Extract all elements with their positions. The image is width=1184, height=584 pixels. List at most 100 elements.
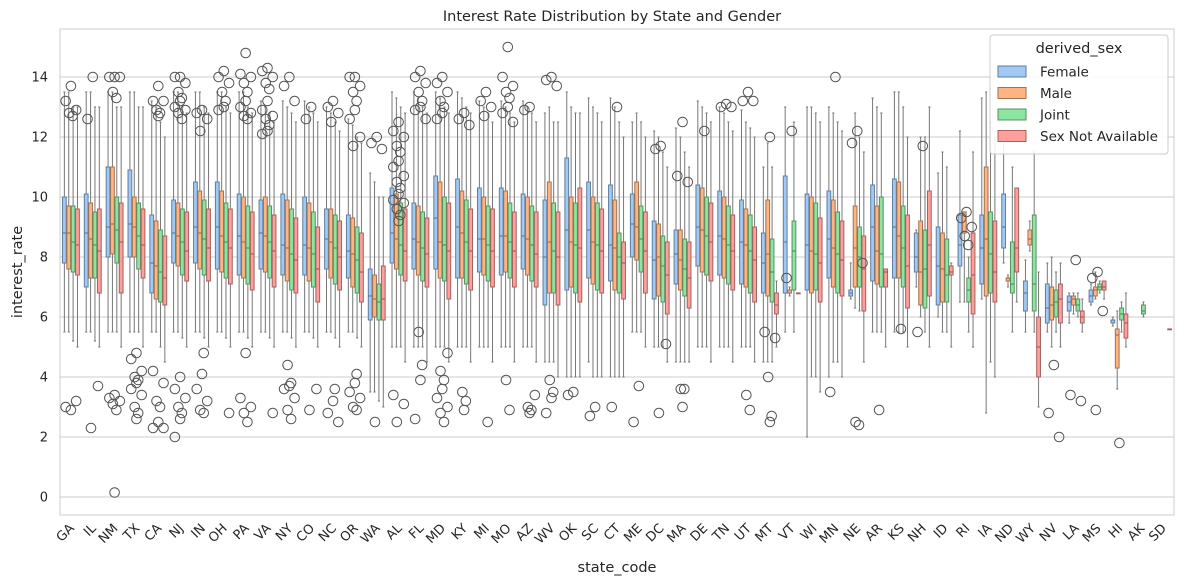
- outlier-ca-9: [154, 401, 166, 413]
- box-female-nj: [171, 199, 176, 264]
- outlier-fl-2: [420, 77, 431, 89]
- box-female-az: [520, 193, 526, 270]
- outlier-pa-14: [242, 416, 253, 428]
- outlier-wv-4: [547, 386, 559, 398]
- x-tick-label-nj: NJ: [167, 521, 187, 541]
- outlier-nj-12: [180, 392, 191, 404]
- outlier-nj-10: [174, 371, 186, 383]
- x-tick-label-ms: MS: [1080, 521, 1104, 545]
- outlier-fl-5: [415, 101, 426, 113]
- outlier-wa-1: [366, 137, 377, 149]
- outlier-nj-2: [180, 77, 191, 89]
- y-axis-label: interest_rate: [10, 226, 26, 318]
- box-joint-wv: [551, 202, 557, 294]
- outlier-pa-3: [238, 77, 250, 89]
- box-sex-not-available-co: [315, 226, 321, 303]
- outlier-nj-8: [173, 107, 184, 119]
- outlier-al-0: [393, 116, 404, 128]
- outlier-pa-5: [240, 95, 251, 107]
- outlier-ga-3: [63, 107, 75, 119]
- x-tick-label-hi: HI: [1106, 521, 1126, 541]
- x-tick-label-ct: CT: [601, 521, 624, 544]
- x-tick-label-nh: NH: [905, 521, 929, 545]
- outlier-wv-3: [544, 374, 556, 386]
- outlier-nj-5: [174, 95, 186, 107]
- outlier-dc-3: [653, 407, 665, 419]
- box-sex-not-available-az: [533, 211, 539, 288]
- box-female-wy: [1023, 280, 1028, 312]
- x-tick-label-ne: NE: [841, 521, 864, 544]
- outlier-wv-0: [546, 71, 557, 83]
- box-joint-ct: [616, 232, 622, 294]
- outlier-mo-0: [502, 41, 514, 53]
- outlier-mo-6: [497, 107, 508, 119]
- outlier-nm-4: [111, 92, 122, 104]
- outlier-oh-4: [220, 95, 231, 107]
- box-sex-not-available-ia: [992, 220, 998, 303]
- outlier-ma-5: [677, 401, 688, 413]
- box-sex-not-available-oh: [227, 208, 233, 285]
- box-sex-not-available-in: [206, 208, 211, 282]
- outlier-ri-2: [966, 221, 978, 233]
- box-sex-not-available-ri: [970, 232, 976, 315]
- outlier-pa-8: [238, 110, 250, 122]
- outlier-fl-7: [420, 113, 431, 125]
- outlier-md-14: [438, 416, 450, 428]
- outlier-ny-2: [289, 95, 300, 107]
- outlier-wa-3: [369, 416, 381, 428]
- outlier-nc-6: [322, 407, 334, 419]
- x-tick-label-nm: NM: [96, 521, 121, 546]
- legend-label-male: Male: [1040, 86, 1072, 102]
- outlier-ms-1: [1087, 272, 1098, 284]
- box-sex-not-available-ms: [1101, 280, 1107, 291]
- x-tick-label-ar: AR: [863, 521, 886, 544]
- y-tick-label-12: 12: [31, 131, 48, 146]
- outlier-or-11: [344, 386, 355, 398]
- outlier-ky-5: [458, 404, 470, 416]
- outlier-al-2: [398, 131, 410, 143]
- outlier-md-4: [438, 101, 450, 113]
- box-female-in: [193, 181, 198, 264]
- boxes-layer: [61, 157, 1173, 378]
- outlier-il-3: [85, 422, 97, 434]
- outlier-ma-4: [678, 383, 690, 395]
- box-female-oh: [214, 181, 220, 270]
- outlier-al-13: [391, 203, 403, 215]
- box-male-ky: [459, 190, 465, 279]
- outlier-pa-9: [242, 113, 253, 125]
- box-female-me: [629, 193, 635, 258]
- box-female-ma: [673, 229, 679, 285]
- box-male-nm: [110, 166, 115, 255]
- x-tick-label-va: VA: [252, 521, 275, 544]
- x-tick-label-wv: WV: [532, 521, 558, 547]
- box-sex-not-available-nh: [926, 190, 932, 297]
- outlier-ca-4: [154, 107, 166, 119]
- outlier-al-11: [388, 194, 399, 206]
- box-joint-al: [398, 202, 404, 276]
- box-joint-co: [310, 211, 316, 288]
- box-male-fl: [415, 205, 421, 276]
- outlier-tx-0: [131, 347, 142, 359]
- outlier-ny-0: [284, 71, 295, 83]
- x-tick-label-oh: OH: [206, 521, 231, 546]
- x-tick-label-fl: FL: [406, 521, 428, 543]
- outlier-tx-9: [132, 407, 144, 419]
- box-male-la: [1071, 295, 1076, 306]
- legend-label-female: Female: [1040, 65, 1089, 81]
- box-sex-not-available-nj: [184, 211, 190, 282]
- outlier-nv-2: [1053, 431, 1065, 443]
- outlier-or-5: [349, 104, 361, 116]
- outlier-wv-2: [551, 80, 563, 92]
- outlier-ca-8: [151, 395, 162, 407]
- outlier-mo-7: [507, 116, 519, 128]
- outlier-la-2: [1075, 395, 1087, 407]
- outlier-nj-14: [176, 407, 188, 419]
- box-female-co: [302, 196, 308, 276]
- outlier-tx-7: [136, 389, 147, 401]
- box-joint-ut: [747, 214, 753, 294]
- outlier-fl-3: [413, 86, 424, 98]
- outlier-al-18: [391, 416, 403, 428]
- box-male-az: [525, 196, 530, 276]
- outlier-nm-2: [114, 71, 126, 83]
